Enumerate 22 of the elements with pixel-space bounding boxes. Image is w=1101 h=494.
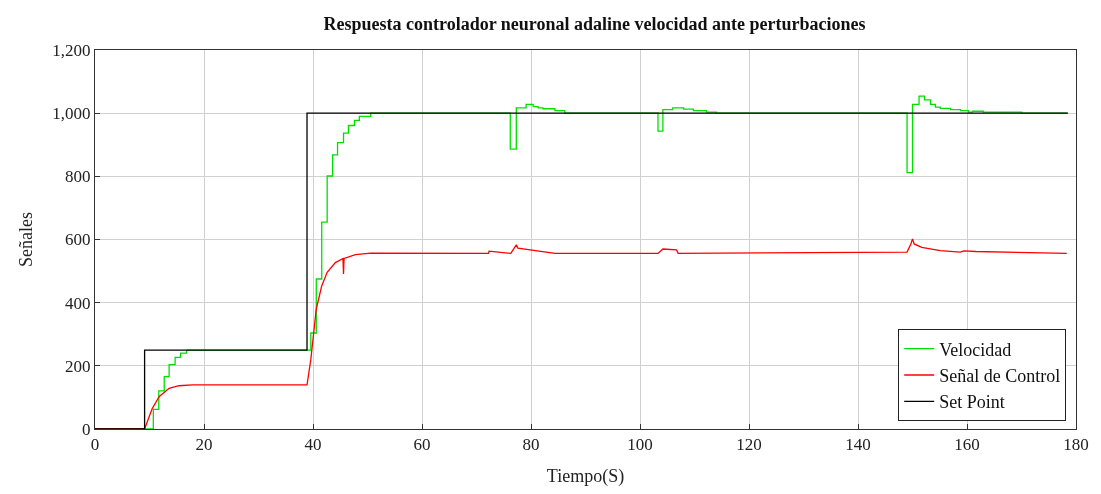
- legend-label: Set Point: [939, 392, 1005, 413]
- x-tick-label: 140: [845, 435, 871, 455]
- y-tick-label: 600: [65, 230, 91, 250]
- legend-label: Velocidad: [939, 339, 1012, 360]
- x-tick-label: 80: [522, 435, 540, 455]
- legend-label: Señal de Control: [939, 366, 1061, 387]
- y-tick-label: 0: [82, 419, 91, 439]
- y-tick-label: 800: [65, 167, 91, 187]
- y-tick-label: 200: [65, 356, 91, 376]
- y-tick-label: 400: [65, 293, 91, 313]
- y-tick-label: 1,200: [52, 40, 91, 60]
- x-tick-label: 120: [736, 435, 762, 455]
- x-tick-label: 20: [195, 435, 213, 455]
- x-tick-label: 100: [627, 435, 653, 455]
- y-axis-title: Señales: [15, 212, 36, 267]
- x-tick-label: 40: [304, 435, 322, 455]
- x-tick-label: 160: [954, 435, 980, 455]
- chart-title: Respuesta controlador neuronal adaline velocidad ante perturbaciones: [323, 13, 866, 34]
- y-tick-label: 1,000: [52, 104, 91, 124]
- x-axis-title: Tiempo(S): [546, 465, 625, 487]
- x-tick-label: 60: [413, 435, 431, 455]
- x-tick-label: 180: [1063, 435, 1089, 455]
